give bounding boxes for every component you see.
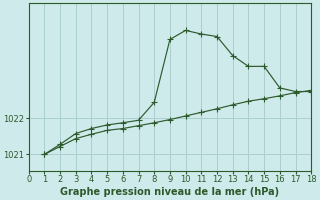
X-axis label: Graphe pression niveau de la mer (hPa): Graphe pression niveau de la mer (hPa)	[60, 187, 279, 197]
